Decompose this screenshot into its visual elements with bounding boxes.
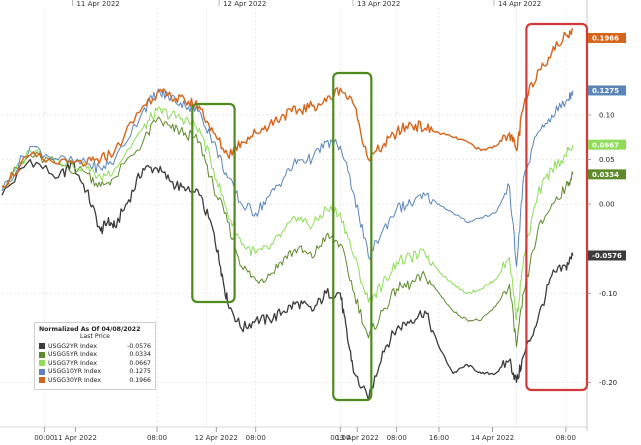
- legend: Normalized As Of 04/08/2022 Last Price U…: [34, 322, 156, 390]
- grid: [0, 0, 588, 431]
- legend-series-value: 0.0667: [129, 359, 151, 367]
- tag-value: 0.0334: [592, 171, 619, 179]
- legend-entries: USGG2YR Index -0.0576 USGG5YR Index 0.0334 U…: [39, 342, 151, 385]
- series-line-usgg2yr: [1, 158, 574, 401]
- legend-swatch: [39, 368, 45, 375]
- tag-background: [588, 169, 626, 180]
- legend-series-value: 0.1966: [129, 376, 151, 384]
- x-axis: 11 Apr 2022 12 Apr 2022 13 Apr 2022 14 Apr …: [34, 0, 576, 442]
- series-lines: [1, 28, 574, 401]
- legend-entry-usgg2yr: USGG2YR Index -0.0576: [39, 342, 151, 351]
- tag-background: [588, 85, 626, 96]
- x-tick-label-0: 00:00: [34, 434, 54, 442]
- legend-swatch: [39, 343, 45, 350]
- legend-series-name: USGG10YR Index: [48, 368, 101, 376]
- x-tick-label-7: 08:00: [387, 434, 407, 442]
- legend-entry-usgg7yr: USGG7YR Index 0.0667: [39, 359, 151, 368]
- x-tick-label-9: 14 Apr 2022: [471, 434, 514, 442]
- series-line-usgg30yr: [1, 28, 573, 188]
- x-tick-label-4: 08:00: [246, 434, 266, 442]
- last-price-tag-usgg2yr: -0.0576: [588, 250, 626, 261]
- legend-entry-usgg10yr: USGG10YR Index 0.1275: [39, 368, 151, 377]
- y-tick-label-0: 0.10: [599, 111, 615, 119]
- legend-series-value: 0.1275: [129, 368, 151, 376]
- legend-series-name: USGG30YR Index: [48, 376, 101, 384]
- highlight-boxes: [191, 22, 589, 402]
- legend-swatch: [39, 360, 45, 367]
- y-tick-label-2: 0.00: [599, 201, 615, 209]
- y-tick-label-4: -0.20: [599, 379, 617, 387]
- legend-series-value: 0.0334: [129, 351, 151, 359]
- last-price-tag-usgg30yr: 0.1966: [588, 33, 626, 43]
- highlight-box-2: [332, 71, 373, 402]
- highlight-box-3: [525, 22, 589, 392]
- tag-value: 0.1275: [592, 87, 619, 95]
- x-tick-label-3: 12 Apr 2022: [195, 434, 238, 442]
- x-top-label-1: 12 Apr 2022: [223, 0, 266, 8]
- legend-series-name: USGG2YR Index: [48, 342, 98, 350]
- tag-background: [588, 33, 626, 43]
- tag-value: 0.1966: [592, 35, 619, 43]
- x-tick-label-1: 11 Apr 2022: [54, 434, 97, 442]
- legend-swatch: [39, 377, 45, 384]
- highlight-box-1: [191, 102, 236, 304]
- tag-background: [588, 250, 626, 261]
- legend-series-name: USGG7YR Index: [48, 359, 98, 367]
- legend-title: Normalized As Of 04/08/2022: [39, 326, 141, 333]
- series-line-usgg7yr: [1, 106, 574, 321]
- x-tick-label-8: 16:00: [429, 434, 449, 442]
- x-tick-label-10: 08:00: [556, 434, 576, 442]
- legend-subtitle: Last Price: [80, 333, 110, 340]
- y-tick-label-3: -0.10: [599, 290, 617, 298]
- y-tick-label-1: 0.05: [599, 156, 615, 164]
- legend-series-name: USGG5YR Index: [48, 351, 98, 359]
- tag-background: [588, 139, 626, 150]
- tag-value: -0.0576: [592, 252, 622, 260]
- last-price-tags: -0.0576 0.0334 0.0667 0.1275 0.1966: [588, 33, 626, 261]
- series-line-usgg5yr: [1, 116, 574, 348]
- legend-swatch: [39, 351, 45, 358]
- last-price-tag-usgg10yr: 0.1275: [588, 85, 626, 96]
- last-price-tag-usgg5yr: 0.0334: [588, 169, 626, 180]
- y-axis: 0.10 0.05 0.00 -0.10 -0.20: [587, 111, 617, 387]
- x-tick-label-5: 00:00: [330, 434, 350, 442]
- x-tick-label-2: 08:00: [147, 434, 167, 442]
- legend-entry-usgg30yr: USGG30YR Index 0.1966: [39, 376, 151, 385]
- x-top-label-0: 11 Apr 2022: [76, 0, 119, 8]
- tag-value: 0.0667: [592, 141, 619, 149]
- legend-series-value: -0.0576: [127, 342, 151, 350]
- last-price-tag-usgg7yr: 0.0667: [588, 139, 626, 150]
- x-tick-label-6: 13 Apr 2022: [336, 434, 379, 442]
- x-top-label-2: 13 Apr 2022: [357, 0, 400, 8]
- legend-entry-usgg5yr: USGG5YR Index 0.0334: [39, 351, 151, 360]
- x-top-label-3: 14 Apr 2022: [498, 0, 541, 8]
